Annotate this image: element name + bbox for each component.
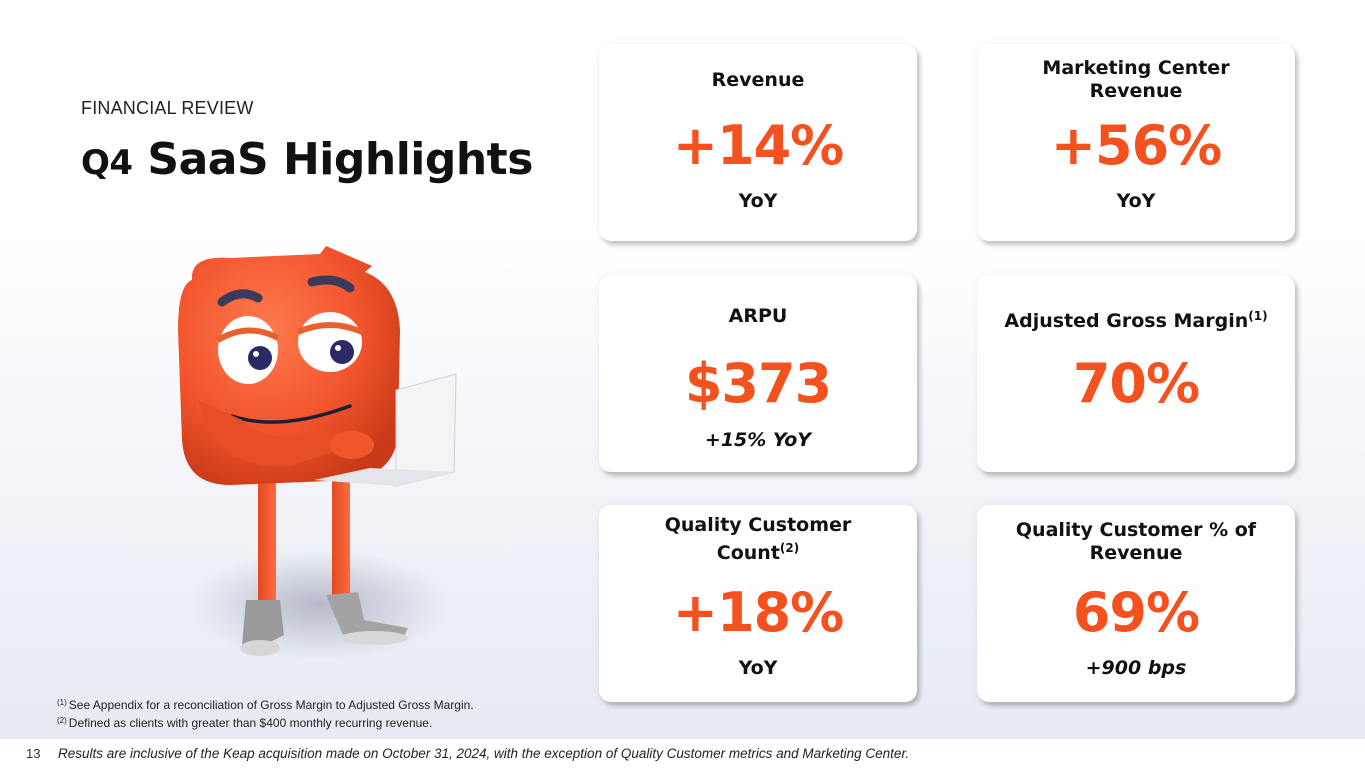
card-value: +14% [672,114,845,177]
page-number: 13 [26,746,41,761]
card-label: ARPU [728,305,788,327]
footnote-marker: (2) [57,716,67,725]
card-value: +56% [1050,114,1223,177]
card-sub: +15% YoY [704,429,812,451]
card-label: Marketing Center Revenue [987,57,1285,103]
card-label-line1: Quality Customer [664,514,852,536]
footer-bar [0,739,1365,768]
footnote-marker: (1) [1248,309,1268,323]
card-label-line2: Revenue [1089,542,1183,564]
footnote-marker: (2) [779,541,800,555]
footnote-marker: (1) [57,698,67,707]
arpu-card: ARPU $373 +15% YoY [599,275,917,472]
card-label: Quality Customer Count(2) [609,514,907,565]
footnote-1: (1) See Appendix for a reconciliation of … [57,695,474,713]
title-prefix: Q4 [81,143,133,183]
adjusted-gross-margin-card: Adjusted Gross Margin(1) 70% [977,275,1295,472]
footnote-2: (2) Defined as clients with greater than … [57,713,474,731]
eyebrow-label: FINANCIAL REVIEW [81,98,254,118]
footnotes: (1) See Appendix for a reconciliation of … [57,695,474,731]
card-label-line2: Count [716,542,780,564]
revenue-card: Revenue +14% YoY [599,44,917,241]
card-value: 70% [1072,352,1200,415]
footnote-text: See Appendix for a reconciliation of Gro… [68,698,474,712]
mascot-with-laptop-icon [178,246,457,660]
card-label: Quality Customer % of Revenue [987,519,1285,565]
footnote-text: Defined as clients with greater than $40… [68,716,433,730]
card-sub: YoY [738,657,778,679]
page-title: Q4 SaaS Highlights [81,134,533,185]
title-main: SaaS Highlights [147,134,533,185]
card-label-line2: Revenue [1089,80,1183,102]
card-label: Revenue [711,69,805,91]
quality-customer-revenue-card: Quality Customer % of Revenue 69% +900 b… [977,505,1295,702]
disclaimer-text: Results are inclusive of the Keap acquis… [58,746,910,761]
marketing-center-revenue-card: Marketing Center Revenue +56% YoY [977,44,1295,241]
quality-customer-count-card: Quality Customer Count(2) +18% YoY [599,505,917,702]
card-value: 69% [1072,581,1200,644]
card-value: $373 [684,352,832,415]
card-sub: YoY [1116,190,1156,212]
card-value: +18% [672,581,845,644]
card-label: Adjusted Gross Margin(1) [987,305,1285,333]
card-label-line1: Marketing Center [1042,57,1230,79]
card-sub: YoY [738,190,778,212]
card-label-line1: Quality Customer % of [1015,519,1257,541]
card-sub: +900 bps [1085,657,1187,679]
card-label-text: Adjusted Gross Margin [1004,310,1249,332]
